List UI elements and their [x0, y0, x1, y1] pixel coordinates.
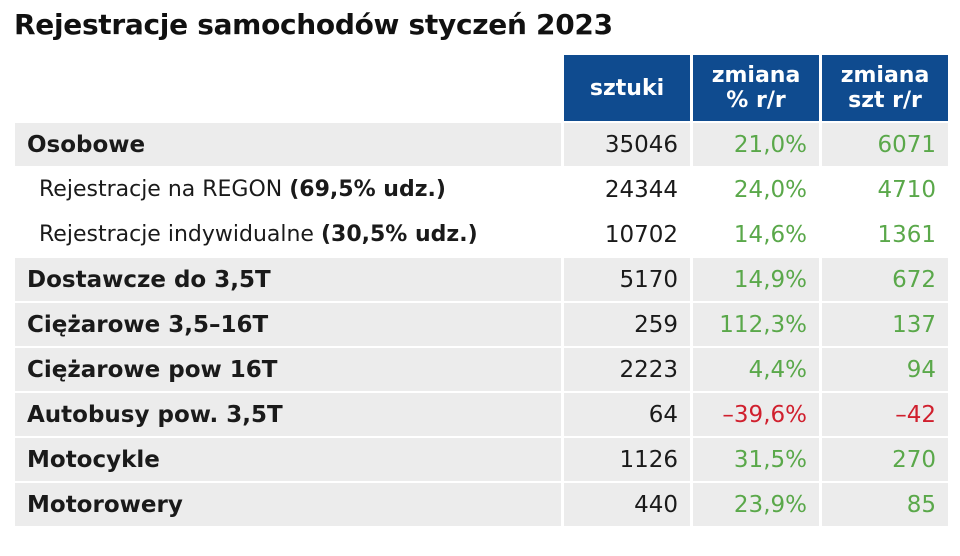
- cell-unit-change: 1361: [822, 213, 948, 256]
- header-row: sztuki zmiana % r/r zmiana szt r/r: [15, 55, 948, 121]
- row-label: Ciężarowe pow 16T: [15, 348, 561, 391]
- table-row: Osobowe 35046 21,0% 6071: [15, 123, 948, 166]
- row-label: Dostawcze do 3,5T: [15, 258, 561, 301]
- registrations-table: sztuki zmiana % r/r zmiana szt r/r Osobo…: [12, 53, 951, 528]
- row-label: Ciężarowe 3,5–16T: [15, 303, 561, 346]
- header-sztuki: sztuki: [564, 55, 690, 121]
- cell-unit-change: 137: [822, 303, 948, 346]
- cell-pct-change: 31,5%: [693, 438, 819, 481]
- header-unit-change: zmiana szt r/r: [822, 55, 948, 121]
- cell-sztuki: 24344: [564, 168, 690, 211]
- table-row: Dostawcze do 3,5T 5170 14,9% 672: [15, 258, 948, 301]
- table-row: Autobusy pow. 3,5T 64 –39,6% –42: [15, 393, 948, 436]
- cell-pct-change: 14,9%: [693, 258, 819, 301]
- row-label: Motorowery: [15, 483, 561, 526]
- table-row: Ciężarowe pow 16T 2223 4,4% 94: [15, 348, 948, 391]
- cell-sztuki: 64: [564, 393, 690, 436]
- cell-unit-change: 672: [822, 258, 948, 301]
- cell-unit-change: 270: [822, 438, 948, 481]
- cell-pct-change: 21,0%: [693, 123, 819, 166]
- header-pct-change: zmiana % r/r: [693, 55, 819, 121]
- page-title: Rejestracje samochodów styczeń 2023: [14, 8, 613, 41]
- cell-unit-change: 94: [822, 348, 948, 391]
- cell-sztuki: 259: [564, 303, 690, 346]
- cell-pct-change: 24,0%: [693, 168, 819, 211]
- cell-pct-change: 112,3%: [693, 303, 819, 346]
- cell-unit-change: 6071: [822, 123, 948, 166]
- cell-sztuki: 2223: [564, 348, 690, 391]
- row-share-note: (69,5% udz.): [289, 177, 446, 202]
- table-row: Rejestracje na REGON (69,5% udz.) 24344 24…: [15, 168, 948, 211]
- cell-unit-change: 85: [822, 483, 948, 526]
- cell-sztuki: 1126: [564, 438, 690, 481]
- cell-sztuki: 5170: [564, 258, 690, 301]
- cell-sztuki: 10702: [564, 213, 690, 256]
- row-share-note: (30,5% udz.): [320, 222, 478, 247]
- row-label: Motocykle: [15, 438, 561, 481]
- table-row: Motocykle 1126 31,5% 270: [15, 438, 948, 481]
- cell-pct-change: 23,9%: [693, 483, 819, 526]
- table-row: Motorowery 440 23,9% 85: [15, 483, 948, 526]
- cell-sztuki: 440: [564, 483, 690, 526]
- cell-pct-change: –39,6%: [693, 393, 819, 436]
- cell-sztuki: 35046: [564, 123, 690, 166]
- table-row: Ciężarowe 3,5–16T 259 112,3% 137: [15, 303, 948, 346]
- row-label: Rejestracje indywidualne (30,5% udz.): [15, 213, 561, 256]
- header-blank: [15, 55, 561, 121]
- cell-unit-change: –42: [822, 393, 948, 436]
- cell-unit-change: 4710: [822, 168, 948, 211]
- row-label: Osobowe: [15, 123, 561, 166]
- row-label: Rejestracje na REGON (69,5% udz.): [15, 168, 561, 211]
- cell-pct-change: 14,6%: [693, 213, 819, 256]
- row-label: Autobusy pow. 3,5T: [15, 393, 561, 436]
- table-row: Rejestracje indywidualne (30,5% udz.) 107…: [15, 213, 948, 256]
- cell-pct-change: 4,4%: [693, 348, 819, 391]
